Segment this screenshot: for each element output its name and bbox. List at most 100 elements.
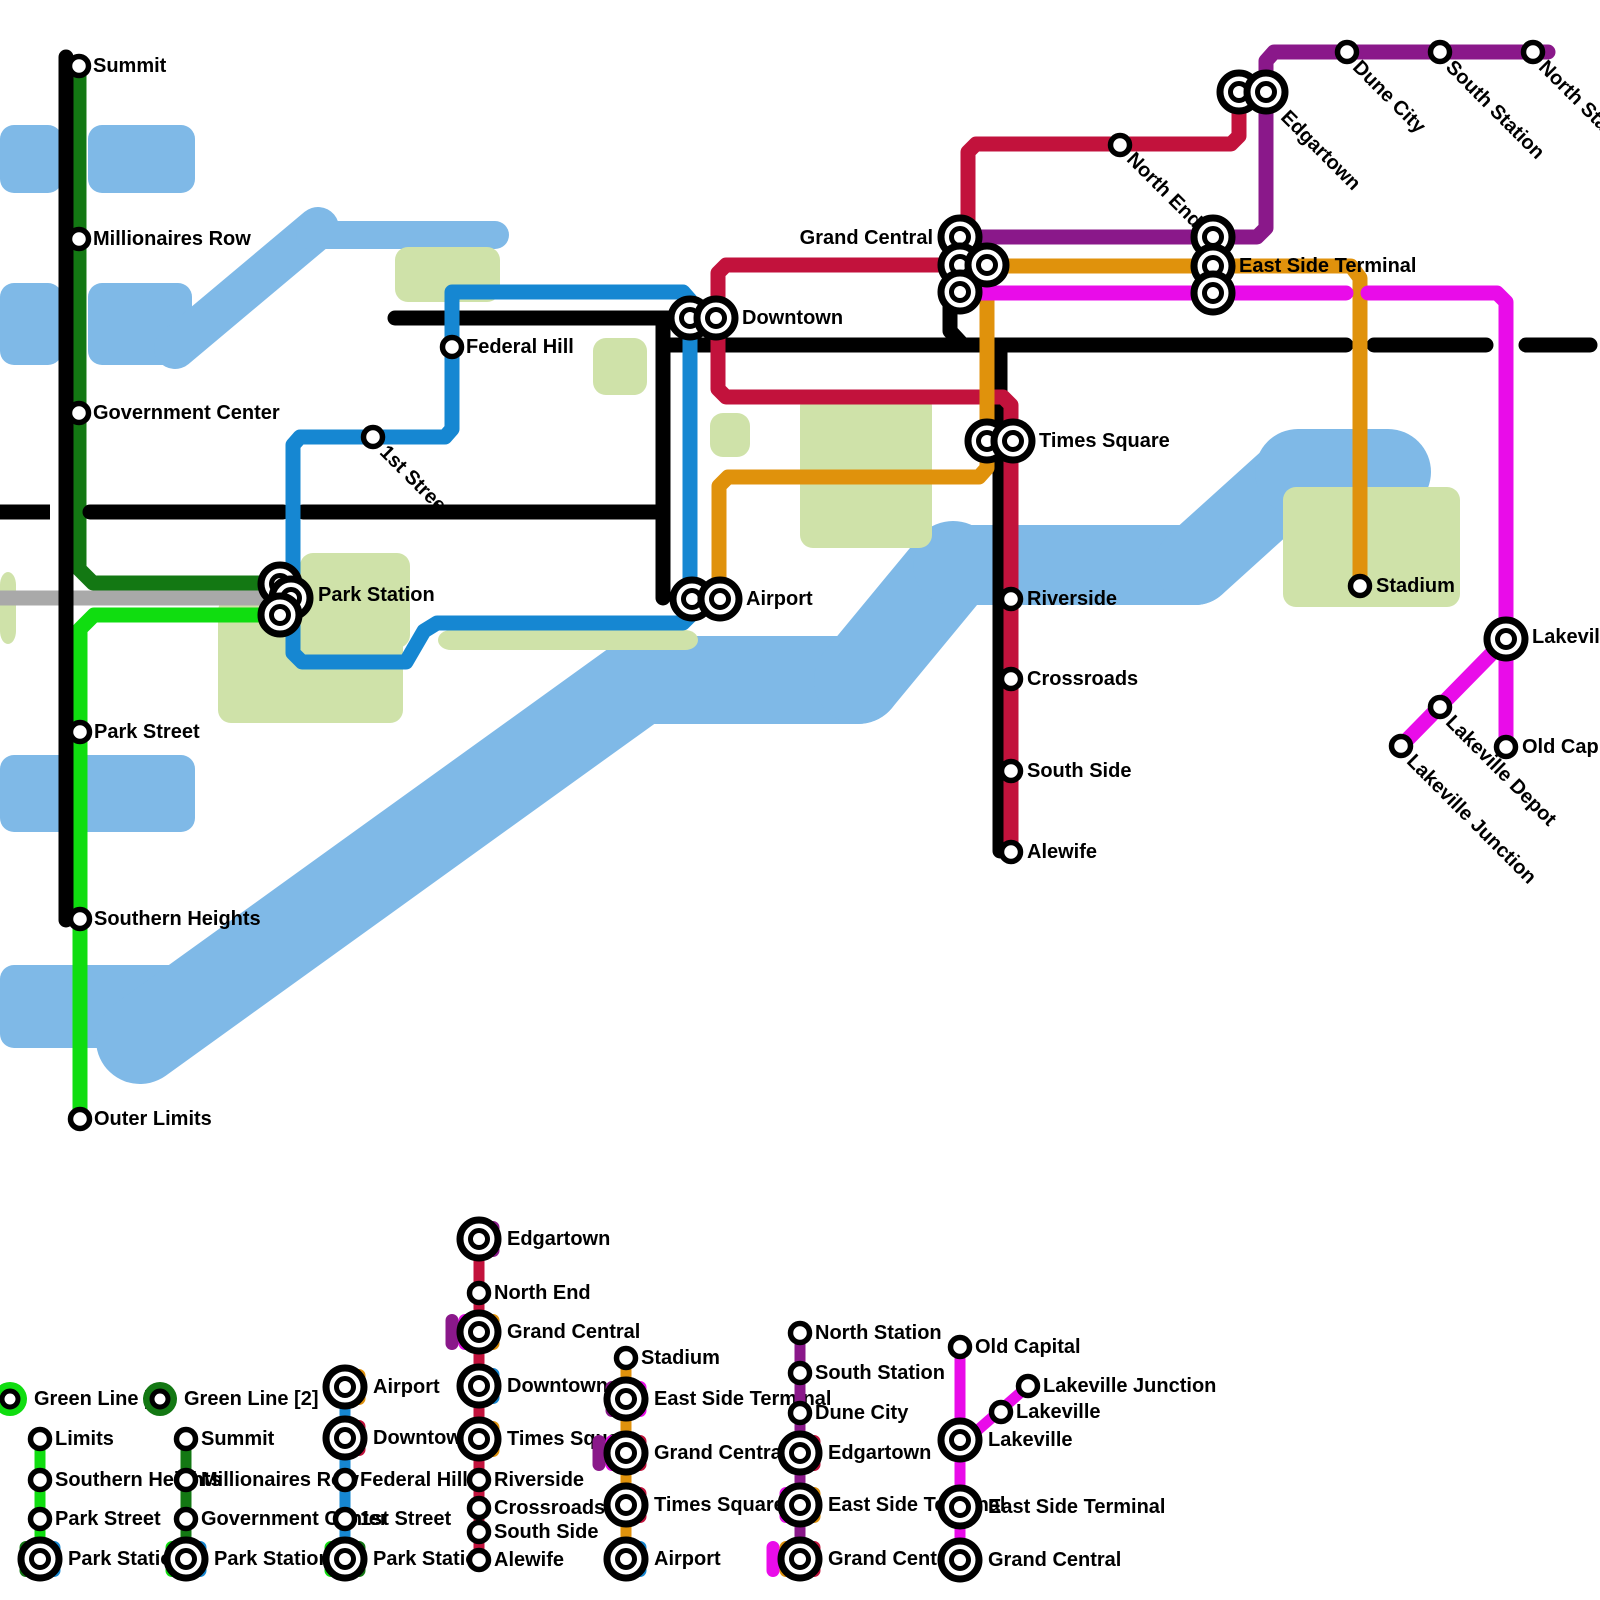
park	[1283, 487, 1460, 607]
legend-station-marker	[27, 1467, 53, 1493]
legend-station-label: Airport	[654, 1548, 721, 1570]
station-dot	[67, 719, 93, 745]
legend-station-label: Grand Central	[988, 1549, 1121, 1571]
legend-station-park-station: Park Station	[163, 1536, 331, 1582]
legend-station-limits: Limits	[27, 1426, 114, 1452]
map-station-label: Park Station	[318, 584, 435, 606]
map-station-label: Stadium	[1376, 575, 1455, 597]
map-station-park-station: Park Station	[257, 561, 435, 638]
legend-station-park-station: Park Station	[322, 1536, 490, 1582]
legend-station-edgartown: Edgartown	[456, 1216, 610, 1262]
station-marker	[66, 226, 92, 252]
legend-station-summit: Summit	[173, 1426, 275, 1452]
interchange-inner-ring	[615, 1442, 637, 1464]
station-marker	[1347, 573, 1373, 599]
legend-station-airport: Airport	[603, 1536, 721, 1582]
legend-station-marker	[322, 1364, 368, 1410]
legend-station-marker	[603, 1376, 649, 1422]
map-station-federal-hill: Federal Hill	[439, 334, 574, 360]
legend-station-label: Park Station	[214, 1548, 331, 1570]
legend-station-lakeville-junction: Lakeville Junction	[1015, 1373, 1216, 1399]
station-dot	[1015, 1373, 1041, 1399]
legend-station-lakeville: Lakeville	[937, 1417, 1073, 1463]
legend-badge-green-line-2: Green Line [2]	[143, 1382, 318, 1416]
station-dot	[998, 586, 1024, 612]
station-dot	[787, 1400, 813, 1426]
legend-station-south-station: South Station	[787, 1360, 945, 1386]
legend-station-crossroads: Crossroads	[466, 1495, 605, 1521]
interchange-inner-ring	[1255, 81, 1277, 103]
interchange-inner-ring	[789, 1494, 811, 1516]
station-marker	[998, 666, 1024, 692]
station-dot	[466, 1280, 492, 1306]
station-marker	[697, 576, 743, 622]
map-station-label: Park Street	[94, 721, 200, 743]
station-marker	[1427, 694, 1453, 720]
station-marker	[998, 586, 1024, 612]
legend-station-stadium: Stadium	[613, 1345, 720, 1371]
interchange-inner-ring	[949, 281, 971, 303]
legend-station-downtown: Downtown	[322, 1415, 474, 1461]
station-dot	[787, 1320, 813, 1346]
legend-station-marker	[466, 1519, 492, 1545]
map-station-old-capital: Old Capital	[1493, 734, 1600, 760]
legend-badge-dot	[0, 1388, 21, 1410]
interchange-inner-ring	[1002, 430, 1024, 452]
station-dot	[173, 1467, 199, 1493]
legend-station-old-capital: Old Capital	[947, 1334, 1081, 1360]
interchange-inner-ring	[949, 1496, 971, 1518]
station-dot	[173, 1506, 199, 1532]
legend: Green Line [1] Green Line [2]LimitsSouthe…	[0, 1216, 1216, 1583]
legend-station-label: North Station	[815, 1322, 942, 1344]
legend-station-label: Lakeville	[988, 1429, 1073, 1451]
station-marker	[1483, 616, 1529, 662]
legend-station-label: South Station	[815, 1362, 945, 1384]
legend-station-marker	[173, 1426, 199, 1452]
legend-station-dune-city: Dune City	[787, 1400, 909, 1426]
map-station-grand-central: Grand Central	[800, 214, 1010, 315]
legend-station-marker	[777, 1536, 823, 1582]
interchange-inner-ring	[269, 604, 291, 626]
station-marker	[998, 839, 1024, 865]
legend-station-label: Park Station	[68, 1548, 185, 1570]
interchange-inner-ring	[949, 1549, 971, 1571]
legend-station-marker	[937, 1417, 983, 1463]
legend-station-marker	[603, 1482, 649, 1528]
legend-station-riverside: Riverside	[466, 1467, 584, 1493]
interchange-inner-ring	[1202, 282, 1224, 304]
legend-station-marker	[332, 1467, 358, 1493]
interchange-inner-ring	[615, 1494, 637, 1516]
station-marker	[1107, 132, 1133, 158]
map-station-times-square: Times Square	[964, 418, 1170, 464]
station-marker	[1388, 733, 1414, 759]
legend-station-marker	[988, 1399, 1014, 1425]
interchange-inner-ring	[705, 307, 727, 329]
legend-station-edgartown: Edgartown	[777, 1430, 931, 1476]
station-dot	[439, 334, 465, 360]
legend-station-grand-central: Grand Central	[456, 1309, 640, 1355]
legend-station-park-street: Park Street	[27, 1506, 161, 1532]
legend-station-marker	[603, 1536, 649, 1582]
interchange-inner-ring	[1202, 226, 1224, 248]
legend-station-label: Stadium	[641, 1347, 720, 1369]
legend-station-grand-central: Grand Central	[777, 1536, 961, 1582]
line-blue-loop	[285, 284, 698, 670]
station-marker	[998, 758, 1024, 784]
line-green-line-2	[71, 55, 286, 591]
station-dot	[1334, 39, 1360, 65]
map-station-south-side: South Side	[998, 758, 1131, 784]
station-dot	[1520, 39, 1546, 65]
legend-station-marker	[603, 1430, 649, 1476]
map-station-riverside: Riverside	[998, 586, 1117, 612]
park	[0, 572, 16, 644]
legend-station-label: Park Street	[55, 1508, 161, 1530]
interchange-inner-ring	[789, 1442, 811, 1464]
station-dot	[1493, 734, 1519, 760]
legend-station-label: Airport	[373, 1376, 440, 1398]
line-magenta-branch	[1393, 631, 1514, 754]
station-marker	[964, 242, 1010, 288]
station-dot	[66, 226, 92, 252]
legend-stub-purple	[445, 1314, 459, 1350]
interchange-inner-ring	[976, 254, 998, 276]
